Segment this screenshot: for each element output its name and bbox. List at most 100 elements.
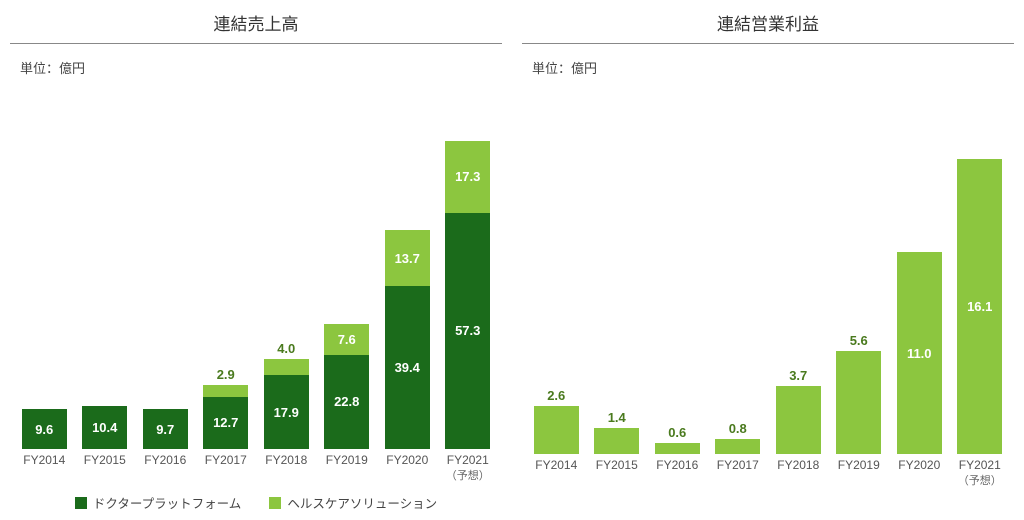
bar-value-label: 3.7: [776, 368, 821, 383]
axis-label: FY2014: [526, 458, 587, 472]
legend-item-b: ヘルスケアソリューション: [269, 493, 437, 512]
bar-value-label: 5.6: [836, 333, 881, 348]
bar-column: 17.357.3: [438, 141, 499, 449]
bar-value-label: 0.6: [655, 425, 700, 440]
bar-segment-b: 13.7: [385, 230, 430, 287]
bar-segment-a: 17.9: [264, 375, 309, 449]
axis-sublabel: [256, 467, 317, 483]
bar-stack: 1.4: [594, 428, 639, 454]
legend-label-a: ドクタープラットフォーム: [93, 493, 241, 512]
axis-label: FY2014: [14, 453, 75, 467]
axis-label: FY2018: [256, 453, 317, 467]
bar-value-label: 1.4: [594, 410, 639, 425]
axis-sublabel: [647, 472, 708, 488]
bar-stack: 9.6: [22, 409, 67, 449]
bar-value-label: 2.6: [534, 388, 579, 403]
bar-segment: 0.8: [715, 439, 760, 454]
bar-segment-a: 12.7: [203, 397, 248, 449]
axis-sublabel: [889, 472, 950, 488]
bar-stack: 0.6: [655, 443, 700, 454]
axis-label: FY2017: [708, 458, 769, 472]
bar-segment: 11.0: [897, 252, 942, 454]
bar-stack: 7.622.8: [324, 324, 369, 449]
bar-column: 2.6: [526, 406, 587, 454]
axis-sublabel: （予想）: [950, 472, 1011, 488]
bar-column: 11.0: [889, 252, 950, 454]
axis-sublabel: [75, 467, 136, 483]
axis-sublabel: （予想）: [438, 467, 499, 483]
bar-column: 9.6: [14, 409, 75, 449]
bar-column: 3.7: [768, 386, 829, 454]
bar-stack: 17.357.3: [445, 141, 490, 449]
bar-stack: 16.1: [957, 159, 1002, 454]
bar-stack: 3.7: [776, 386, 821, 454]
x-axis: FY2014FY2015FY2016FY2017FY2018FY2019FY20…: [10, 449, 502, 467]
bar-column: 9.7: [135, 409, 196, 449]
bar-column: 2.912.7: [196, 385, 257, 449]
axis-sublabel: [829, 472, 890, 488]
bar-segment-a: 9.6: [22, 409, 67, 449]
bar-column: 4.017.9: [256, 359, 317, 449]
bar-column: 0.8: [708, 439, 769, 454]
legend-swatch-a: [75, 497, 87, 509]
stacked-bar-chart: 9.610.49.72.912.74.017.97.622.813.739.41…: [10, 83, 502, 449]
axis-sublabel: [708, 472, 769, 488]
legend-swatch-b: [269, 497, 281, 509]
x-axis-sub: （予想）: [522, 472, 1014, 492]
axis-sublabel: [135, 467, 196, 483]
unit-label: 単位：億円: [10, 44, 502, 83]
chart-title: 連結営業利益: [522, 10, 1014, 44]
bar-segment: 16.1: [957, 159, 1002, 454]
bar-segment-a: 9.7: [143, 409, 188, 449]
bar-segment-b: 4.0: [264, 359, 309, 376]
axis-sublabel: [587, 472, 648, 488]
bar-segment: 0.6: [655, 443, 700, 454]
axis-sublabel: [377, 467, 438, 483]
bar-segment-a: 10.4: [82, 406, 127, 449]
bar-value-label: 2.9: [203, 367, 248, 382]
axis-label: FY2017: [196, 453, 257, 467]
revenue-panel: 連結売上高 単位：億円 9.610.49.72.912.74.017.97.62…: [0, 0, 512, 520]
chart-title: 連結売上高: [10, 10, 502, 44]
x-axis-sub: （予想）: [10, 467, 502, 487]
unit-label: 単位：億円: [522, 44, 1014, 83]
bar-segment: 1.4: [594, 428, 639, 454]
bar-column: 5.6: [829, 351, 890, 454]
axis-sublabel: [196, 467, 257, 483]
axis-sublabel: [317, 467, 378, 483]
x-axis: FY2014FY2015FY2016FY2017FY2018FY2019FY20…: [522, 454, 1014, 472]
bar-column: 10.4: [75, 406, 136, 449]
legend-label-b: ヘルスケアソリューション: [287, 493, 437, 512]
axis-sublabel: [768, 472, 829, 488]
axis-sublabel: [526, 472, 587, 488]
axis-label: FY2018: [768, 458, 829, 472]
axis-label: FY2020: [889, 458, 950, 472]
bar-column: 13.739.4: [377, 230, 438, 449]
bar-stack: 13.739.4: [385, 230, 430, 449]
bar-stack: 2.912.7: [203, 385, 248, 449]
bar-value-label: 4.0: [264, 341, 309, 356]
bar-column: 0.6: [647, 443, 708, 454]
bar-segment: 2.6: [534, 406, 579, 454]
axis-label: FY2019: [317, 453, 378, 467]
legend: ドクタープラットフォーム ヘルスケアソリューション: [10, 487, 502, 520]
bar-stack: 5.6: [836, 351, 881, 454]
axis-label: FY2021: [438, 453, 499, 467]
bar-segment-b: 17.3: [445, 141, 490, 212]
bar-column: 1.4: [587, 428, 648, 454]
axis-label: FY2021: [950, 458, 1011, 472]
legend-item-a: ドクタープラットフォーム: [75, 493, 241, 512]
bar-segment-b: 2.9: [203, 385, 248, 397]
bar-chart: 2.6 1.4 0.6 0.8 3.7 5.6 11.0 16.1: [522, 83, 1014, 454]
bar-stack: 0.8: [715, 439, 760, 454]
axis-label: FY2015: [75, 453, 136, 467]
profit-panel: 連結営業利益 単位：億円 2.61.40.60.83.75.611.016.1 …: [512, 0, 1024, 520]
bar-column: 7.622.8: [317, 324, 378, 449]
bar-stack: 9.7: [143, 409, 188, 449]
bar-segment-b: 7.6: [324, 324, 369, 355]
bar-column: 16.1: [950, 159, 1011, 454]
axis-label: FY2020: [377, 453, 438, 467]
bar-stack: 4.017.9: [264, 359, 309, 449]
bar-segment-a: 22.8: [324, 355, 369, 449]
bar-segment-a: 57.3: [445, 213, 490, 449]
